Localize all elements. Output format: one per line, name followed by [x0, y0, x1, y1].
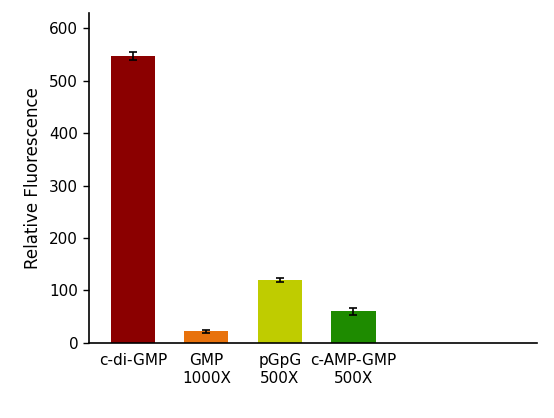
Bar: [331, 311, 376, 343]
Bar: [258, 280, 302, 343]
Bar: [111, 56, 155, 343]
Y-axis label: Relative Fluorescence: Relative Fluorescence: [24, 87, 42, 269]
Bar: [184, 331, 228, 343]
